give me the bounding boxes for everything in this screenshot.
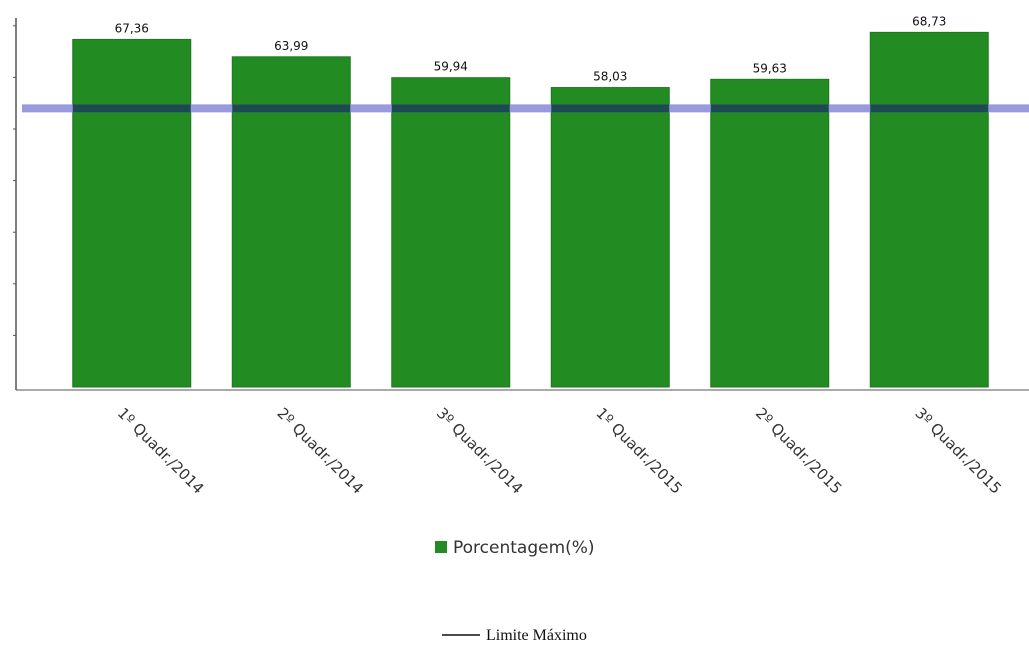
- limit-overlap-5: [870, 104, 989, 113]
- value-labels: 67,36 63,99 59,94 58,03 59,63 68,73: [115, 14, 947, 83]
- bar-4[interactable]: [710, 78, 830, 388]
- x-tick-label-0: 1º Quadr./2014: [114, 404, 207, 497]
- x-tick-label-4: 2º Quadr./2015: [752, 404, 845, 497]
- bar-value-label-3: 58,03: [593, 70, 627, 84]
- legend-limite-maximo[interactable]: Limite Máximo: [442, 627, 587, 644]
- legend-porcentagem[interactable]: Porcentagem(%): [435, 538, 595, 558]
- limit-overlap-4: [710, 104, 829, 113]
- x-tick-label-5: 3º Quadr./2015: [911, 404, 1004, 497]
- limit-line[interactable]: [22, 104, 1029, 113]
- bar-value-label-0: 67,36: [115, 21, 149, 35]
- bar-5[interactable]: [869, 31, 989, 388]
- bar-value-label-4: 59,63: [753, 61, 787, 75]
- axes: [13, 18, 1029, 391]
- bars-layer: [72, 31, 989, 388]
- legend-swatch-icon: [435, 541, 447, 553]
- x-tick-label-3: 1º Quadr./2015: [592, 404, 685, 497]
- bar-value-label-2: 59,94: [434, 60, 468, 74]
- x-tick-label-1: 2º Quadr./2014: [273, 404, 366, 497]
- bar-value-label-5: 68,73: [912, 14, 946, 28]
- legend-label: Porcentagem(%): [453, 538, 595, 558]
- bar-value-label-1: 63,99: [274, 39, 308, 53]
- limit-overlap-0: [72, 104, 191, 113]
- legend-limit-label: Limite Máximo: [486, 627, 587, 644]
- bar-0[interactable]: [72, 38, 192, 388]
- bar-3[interactable]: [550, 87, 670, 388]
- x-tick-labels: 1º Quadr./2014 2º Quadr./2014 3º Quadr./20…: [114, 404, 1005, 497]
- x-tick-label-2: 3º Quadr./2014: [433, 404, 526, 497]
- bar-2[interactable]: [391, 77, 511, 388]
- limit-overlap-1: [232, 104, 351, 113]
- limit-overlap-3: [551, 104, 670, 113]
- limit-line-layer: [22, 104, 1029, 113]
- limit-overlap-2: [391, 104, 510, 113]
